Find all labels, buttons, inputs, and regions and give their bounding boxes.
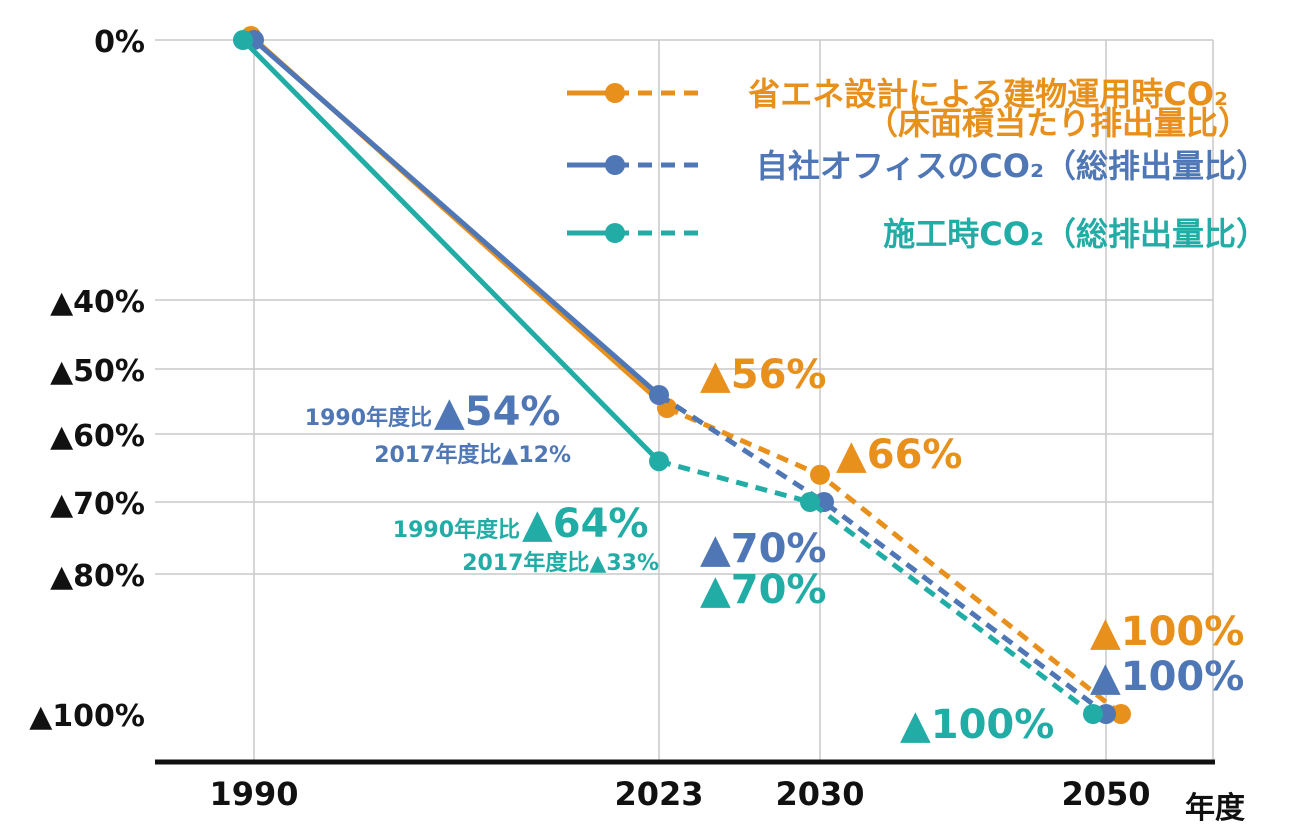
- series-line-target: [657, 392, 1108, 716]
- y-tick-label: ▲70%: [50, 487, 145, 522]
- y-tick-label: ▲80%: [50, 559, 145, 594]
- x-axis-label: 年度: [1185, 791, 1245, 826]
- legend-label-line2: （床面積当たり排出量比）: [866, 104, 1250, 142]
- data-point: [649, 385, 669, 405]
- data-label: ▲100%: [900, 702, 1054, 748]
- annotation-teal-prefix: 1990年度比: [393, 517, 520, 543]
- data-point: [233, 30, 253, 50]
- annotation-blue-main: ▲54%: [434, 389, 561, 435]
- y-tick-label: ▲100%: [29, 699, 145, 734]
- data-point: [800, 492, 820, 512]
- y-tick-label: ▲60%: [50, 419, 145, 454]
- legend-label: 施工時CO₂（総排出量比）: [883, 215, 1268, 253]
- annotation-blue-sub: 2017年度比▲12%: [374, 442, 571, 468]
- data-point: [810, 464, 830, 485]
- x-tick-label: 1990: [209, 775, 298, 813]
- y-tick-label: ▲50%: [50, 354, 145, 389]
- y-tick-label: ▲40%: [50, 285, 145, 320]
- data-label: ▲66%: [836, 432, 963, 478]
- data-label: ▲70%: [700, 526, 827, 572]
- series-line-actual: [241, 38, 661, 463]
- data-point: [649, 451, 669, 472]
- x-tick-label: 2023: [614, 775, 703, 813]
- x-tick-label: 2030: [775, 775, 864, 813]
- data-label: ▲56%: [700, 352, 827, 398]
- legend-marker: [605, 223, 625, 243]
- data-point: [1111, 704, 1131, 724]
- data-label: ▲100%: [1090, 609, 1244, 655]
- series-line-actual: [252, 38, 661, 397]
- annotation-teal-sub: 2017年度比▲33%: [462, 550, 659, 576]
- data-point: [1083, 704, 1103, 724]
- legend-label: 省エネ設計による建物運用時CO₂: [748, 75, 1228, 113]
- legend-marker: [605, 155, 625, 175]
- annotation-teal-main: ▲64%: [522, 501, 649, 547]
- data-label: ▲100%: [1090, 654, 1244, 700]
- legend-label: 自社オフィスのCO₂（総排出量比）: [756, 147, 1268, 185]
- legend-marker: [605, 83, 625, 103]
- x-tick-label: 2050: [1061, 775, 1150, 813]
- data-label: ▲70%: [700, 567, 827, 613]
- annotation-blue-prefix: 1990年度比: [305, 405, 432, 431]
- y-tick-label: 0%: [94, 25, 145, 60]
